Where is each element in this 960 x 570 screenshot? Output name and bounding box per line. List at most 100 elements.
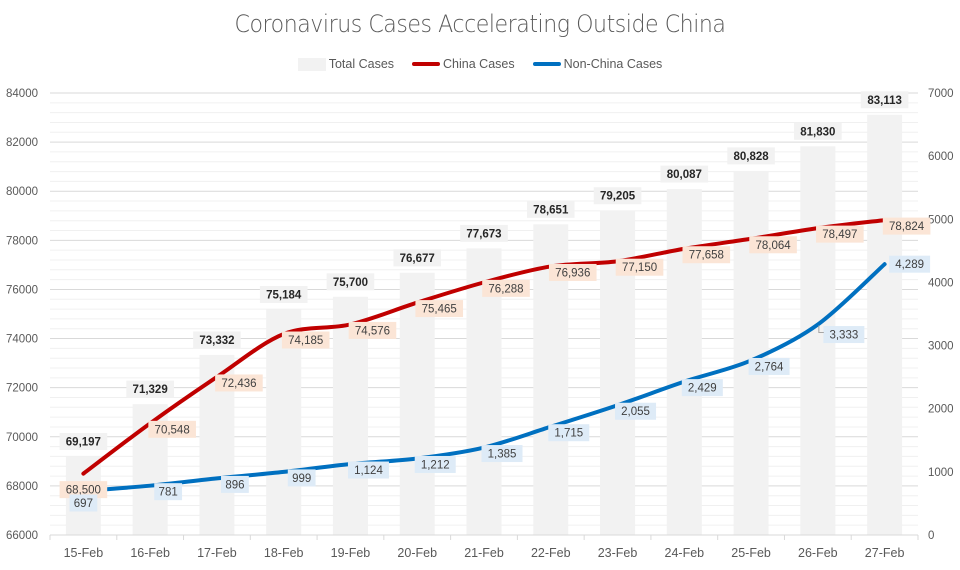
data-label-china-cases-bg [281, 331, 330, 349]
y-left-tick-label: 76000 [6, 284, 38, 296]
data-label-china-cases: 74,185 [288, 335, 323, 347]
data-label-china-cases-bg [749, 236, 797, 254]
data-label-china-cases-bg [615, 258, 664, 276]
x-tick-label: 22-Feb [531, 546, 571, 560]
data-label-total-cases-bg [59, 432, 108, 450]
data-label-total-cases: 75,700 [333, 277, 368, 289]
y-right-tick-label: 1000 [928, 467, 954, 479]
legend-item-non-china-cases: Non-China Cases [532, 57, 663, 71]
data-label-total-cases: 75,184 [266, 289, 302, 301]
legend-label-non-china-cases: Non-China Cases [563, 57, 663, 71]
data-label-total-cases-bg [727, 147, 775, 165]
chart-title: Coronavirus Cases Accelerating Outside C… [234, 10, 726, 38]
x-tick-label: 21-Feb [464, 546, 504, 560]
data-label-non-china-cases-bg [347, 461, 389, 479]
legend-swatch-total-cases [297, 57, 326, 71]
bar-total-cases [666, 189, 702, 536]
data-label-total-cases-bg [259, 285, 308, 303]
x-tick-label: 18-Feb [264, 546, 304, 560]
data-label-non-china-cases-bg [889, 255, 931, 273]
x-tick-label: 23-Feb [598, 546, 638, 560]
data-label-non-china-cases-bg [414, 455, 456, 473]
x-tick-label: 15-Feb [64, 546, 104, 560]
y-left-tick-label: 72000 [6, 383, 38, 395]
data-label-china-cases: 74,576 [355, 325, 390, 337]
data-label-non-china-cases-bg [681, 379, 723, 397]
x-tick-label: 17-Feb [197, 546, 237, 560]
data-label-china-cases: 77,658 [689, 250, 724, 262]
data-label-total-cases-bg [326, 273, 375, 291]
bars-total-cases [65, 114, 903, 536]
data-labels: 69,197 71,329 73,332 75,184 75,700 76,677 77,6… [59, 91, 931, 512]
data-label-total-cases: 83,113 [867, 95, 902, 107]
data-label-non-china-cases: 1,212 [421, 459, 450, 471]
data-label-total-cases: 69,197 [66, 436, 101, 448]
y-left-tick-label: 66000 [6, 530, 38, 542]
data-label-total-cases: 80,828 [733, 151, 769, 163]
data-label-china-cases: 72,436 [221, 378, 256, 390]
data-label-non-china-cases-bg [221, 475, 249, 493]
data-label-china-cases-bg [348, 321, 397, 339]
data-label-china-cases-bg [148, 420, 196, 438]
data-label-non-china-cases: 1,124 [354, 465, 383, 477]
data-label-non-china-cases: 1,715 [554, 428, 583, 440]
data-label-non-china-cases-bg [69, 494, 98, 512]
data-label-total-cases-bg [860, 91, 909, 109]
y-left-tick-label: 70000 [6, 432, 38, 444]
data-label-total-cases: 79,205 [600, 191, 636, 203]
data-label-china-cases: 75,465 [422, 304, 457, 316]
data-label-china-cases: 68,500 [66, 485, 101, 497]
data-label-china-cases: 76,936 [555, 267, 590, 279]
y-right-tick-label: 5000 [928, 214, 954, 226]
data-label-non-china-cases: 4,289 [895, 259, 924, 271]
data-label-non-china-cases: 896 [225, 479, 244, 491]
data-label-total-cases-bg [193, 331, 241, 349]
data-label-non-china-cases: 781 [159, 487, 178, 499]
data-label-china-cases: 77,150 [622, 262, 657, 274]
data-label-china-cases: 78,064 [755, 240, 791, 252]
y-left-tick-label: 82000 [6, 137, 38, 149]
data-label-china-cases-bg [415, 300, 464, 318]
data-label-china-cases: 78,824 [889, 221, 925, 233]
data-label-total-cases: 73,332 [199, 335, 234, 347]
data-label-china-cases-bg [682, 246, 731, 264]
y-left-tick-label: 68000 [6, 481, 38, 493]
data-label-total-cases-bg [393, 249, 442, 267]
y-right-tick-label: 2000 [928, 404, 954, 416]
data-label-non-china-cases-bg [748, 357, 790, 375]
data-label-non-china-cases-bg [481, 445, 523, 463]
x-tick-label: 25-Feb [731, 546, 771, 560]
y-left-tick-label: 84000 [6, 88, 38, 100]
bar-total-cases [867, 114, 903, 536]
data-label-non-china-cases: 2,055 [621, 406, 650, 418]
y-right-tick-label: 7000 [928, 88, 954, 100]
data-label-total-cases: 81,830 [800, 126, 835, 138]
data-label-total-cases: 77,673 [466, 228, 501, 240]
y-right-tick-label: 4000 [928, 277, 954, 289]
data-label-non-china-cases: 2,764 [755, 361, 784, 373]
x-tick-label: 24-Feb [665, 546, 705, 560]
data-label-non-china-cases-bg [615, 402, 657, 420]
x-tick-label: 20-Feb [397, 546, 437, 560]
data-label-china-cases-bg [816, 225, 864, 243]
data-label-china-cases-bg [882, 217, 931, 235]
legend-label-china-cases: China Cases [443, 57, 515, 71]
data-label-non-china-cases: 3,333 [829, 330, 858, 342]
data-label-non-china-cases: 697 [74, 498, 93, 510]
legend: Total Cases China Cases Non-China Cases [0, 57, 960, 71]
data-label-china-cases: 70,548 [155, 424, 190, 436]
x-tick-label: 19-Feb [331, 546, 371, 560]
y-right-tick-label: 6000 [928, 151, 954, 163]
legend-swatch-non-china-cases [532, 62, 561, 66]
data-label-total-cases: 71,329 [133, 384, 168, 396]
data-label-total-cases-bg [460, 224, 508, 242]
data-label-non-china-cases-bg [154, 483, 183, 501]
y-left-tick-label: 78000 [6, 235, 38, 247]
data-label-total-cases: 80,087 [667, 169, 702, 181]
data-label-non-china-cases-bg [287, 469, 316, 487]
data-label-total-cases-bg [593, 187, 642, 205]
data-label-china-cases-bg [215, 374, 263, 392]
data-label-total-cases-bg [526, 200, 575, 218]
data-label-china-cases-bg [482, 279, 530, 297]
